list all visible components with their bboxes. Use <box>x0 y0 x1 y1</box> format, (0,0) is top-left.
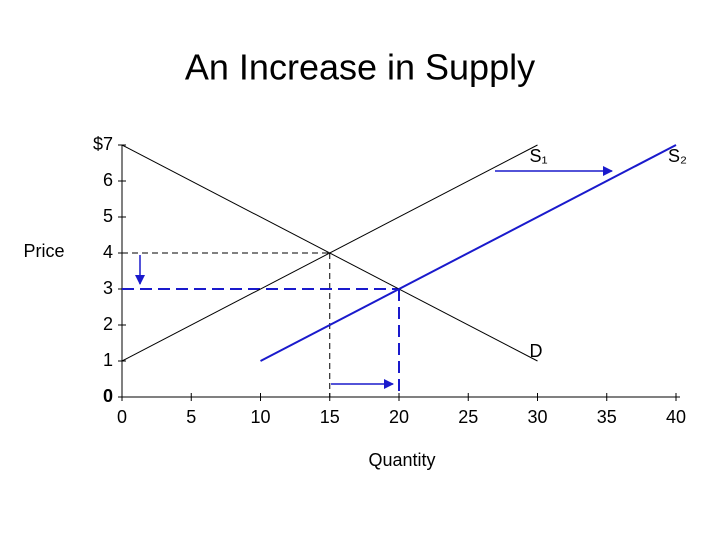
y-tick-label: $7 <box>93 134 113 154</box>
x-tick-label: 10 <box>250 407 270 427</box>
curve-label: S₂ <box>668 146 687 166</box>
y-axis-label: Price <box>23 241 64 261</box>
x-tick-label: 40 <box>666 407 686 427</box>
y-tick-label: 2 <box>103 314 113 334</box>
y-tick-label: 4 <box>103 242 113 262</box>
y-tick-label: 0 <box>103 386 113 406</box>
x-axis-label: Quantity <box>368 450 435 470</box>
x-tick-label: 15 <box>320 407 340 427</box>
x-tick-label: 25 <box>458 407 478 427</box>
curve <box>260 144 677 362</box>
y-tick-label: 3 <box>103 278 113 298</box>
x-tick-label: 5 <box>186 407 196 427</box>
x-tick-label: 20 <box>389 407 409 427</box>
chart-title: An Increase in Supply <box>185 47 535 88</box>
y-tick-label: 1 <box>103 350 113 370</box>
curve <box>121 144 538 362</box>
y-tick-label: 6 <box>103 170 113 190</box>
curve-label: D <box>530 341 543 361</box>
x-tick-label: 30 <box>527 407 547 427</box>
y-tick-label: 5 <box>103 206 113 226</box>
curve-label: S₁ <box>530 146 548 166</box>
x-tick-label: 0 <box>117 407 127 427</box>
x-tick-label: 35 <box>597 407 617 427</box>
